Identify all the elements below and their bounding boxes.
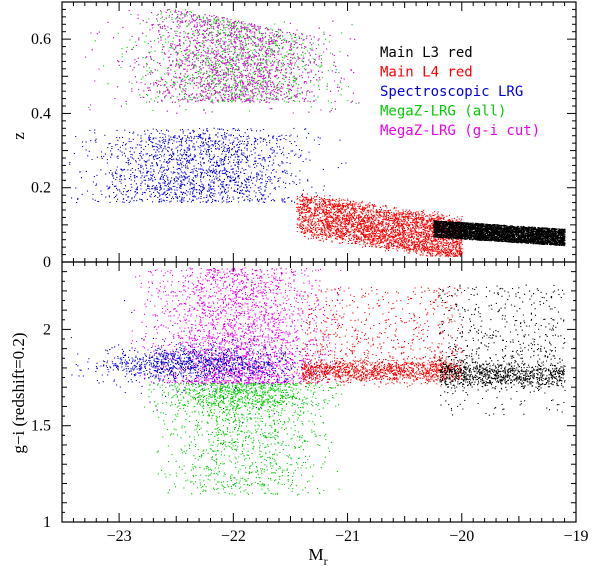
legend-entry-megaz-lrg-g-i-cut: MegaZ-LRG (g-i cut) [380, 123, 540, 139]
bottom-y-tick-label: 1 [43, 514, 51, 531]
bottom-panel-points [70, 267, 566, 496]
x-axis-label-main: M [308, 545, 323, 564]
x-tick-label: −23 [107, 528, 132, 545]
legend: Main L3 red Main L4 red Spectroscopic LRG M… [380, 45, 540, 139]
bottom-y-tick-label: 2 [43, 321, 51, 338]
bottom-series-spectroscopic-lrg [70, 300, 336, 423]
legend-entry-megaz-lrg-all: MegaZ-LRG (all) [380, 104, 506, 120]
legend-entry-main-l3-red: Main L3 red [380, 45, 473, 61]
x-tick-label: −20 [449, 528, 474, 545]
x-axis-label-subscript: r [324, 554, 328, 568]
top-series-main-l4-red [296, 193, 463, 257]
bottom-panel-frame [61, 261, 577, 523]
bottom-y-axis-label: g−i (redshift=0.2) [9, 332, 28, 453]
x-tick-label: −21 [335, 528, 360, 545]
top-y-axis-label: z [9, 132, 28, 140]
legend-entry-spectroscopic-lrg: Spectroscopic LRG [380, 84, 523, 100]
top-series-main-l3-red [433, 220, 566, 247]
tick-labels: −23 −22 −21 −20 −19 0 0.2 0.4 0.6 1 1.5 2 [31, 31, 589, 545]
legend-entry-main-l4-red: Main L4 red [380, 65, 473, 81]
bottom-y-tick-label: 1.5 [31, 418, 51, 435]
top-y-tick-label: 0 [43, 254, 51, 271]
top-y-tick-label: 0.2 [31, 180, 51, 197]
top-y-tick-label: 0.6 [31, 31, 51, 48]
top-series-megaz-lrg-g-i-cut [85, 8, 360, 114]
top-y-tick-label: 0.4 [31, 105, 51, 122]
bottom-series-megaz-lrg-g-i-cut [130, 267, 342, 384]
x-tick-label: −22 [221, 528, 246, 545]
top-panel-points [64, 8, 566, 257]
bottom-series-main-l3-red [439, 284, 566, 416]
axis-ticks [61, 1, 577, 523]
x-tick-label: −19 [563, 528, 588, 545]
x-axis-label: Mr [308, 545, 327, 568]
top-series-spectroscopic-lrg [64, 127, 347, 204]
bottom-series-megaz-lrg-all [144, 382, 343, 496]
